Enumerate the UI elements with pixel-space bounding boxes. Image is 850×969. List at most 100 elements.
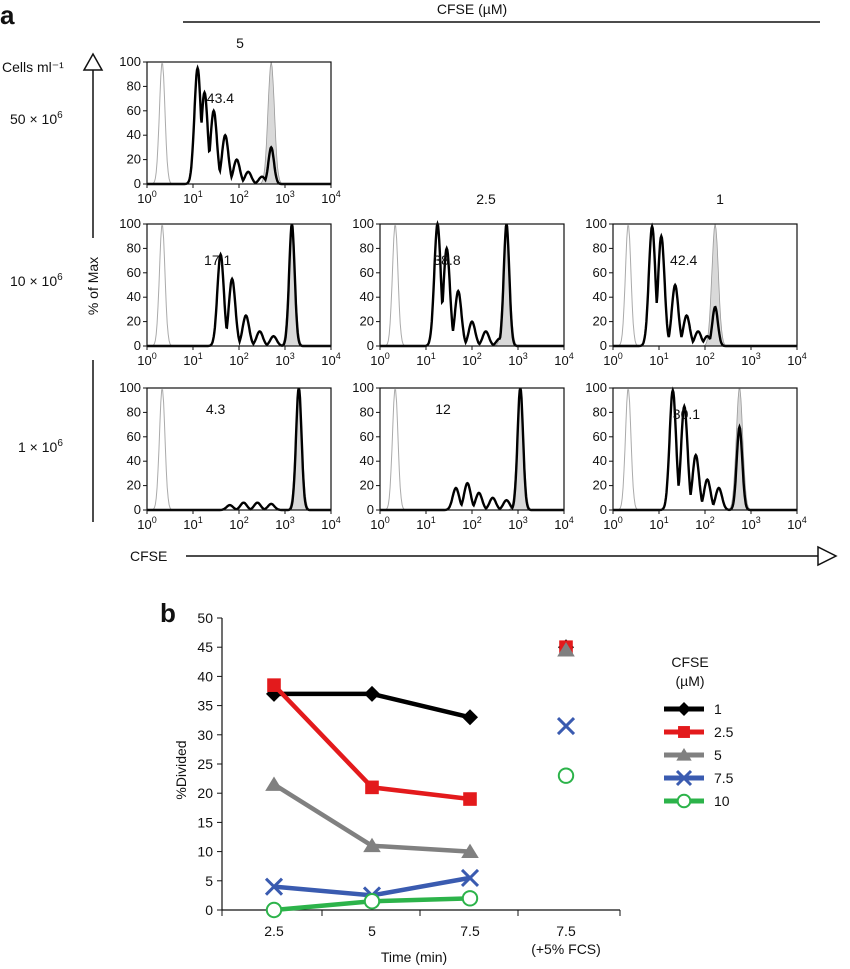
- series-5: [265, 642, 575, 858]
- x-tick-label: 103: [275, 189, 294, 206]
- y-tick-label: 20: [593, 478, 607, 493]
- cfse-arrow-head: [817, 545, 838, 567]
- percent-divided-label: 12: [435, 401, 451, 417]
- x-tick-label: 102: [229, 351, 248, 368]
- point-marker: [365, 780, 379, 795]
- unstained-histogram: [147, 225, 331, 347]
- point-marker: [265, 776, 283, 791]
- chart-x-axis-label: Time (min): [381, 949, 447, 965]
- y-tick-label: 60: [593, 429, 607, 444]
- y-tick-label: 60: [127, 429, 141, 444]
- y-tick-label: 0: [600, 502, 607, 517]
- point-marker: [556, 716, 576, 736]
- density-label-10e6: 10 × 106: [10, 272, 63, 289]
- histogram-panel: 0 20 40 60 80 100 100 101 102 103 104 42.4: [585, 216, 806, 368]
- y-tick-label: 100: [585, 216, 607, 231]
- x-tick-label: 101: [183, 189, 202, 206]
- y-tick-label: 80: [127, 78, 141, 93]
- point-marker: [363, 837, 381, 853]
- x-tick-label: 101: [649, 515, 668, 532]
- unstained-histogram: [380, 389, 564, 511]
- chart-x-tick-label: 5: [368, 923, 376, 939]
- chart-x-tick-label: 2.5: [264, 923, 284, 939]
- y-tick-label: 20: [127, 152, 141, 167]
- y-tick-label: 100: [119, 54, 141, 69]
- y-tick-label: 100: [119, 380, 141, 395]
- x-tick-label: 102: [229, 515, 248, 532]
- y-tick-label: 80: [593, 240, 607, 255]
- percent-divided-label: 17.1: [204, 252, 231, 268]
- histogram-panel: 0 20 40 60 80 100 100 101 102 103 104 17.1: [119, 216, 340, 368]
- y-tick-label: 40: [593, 289, 607, 304]
- point-marker: [363, 893, 381, 910]
- histogram-panel: 0 20 40 60 80 100 100 101 102 103 104 38.8: [352, 216, 573, 368]
- legend-title-line-1: CFSE: [671, 654, 708, 670]
- y-tick-label: 80: [127, 240, 141, 255]
- chart-x-tick-label: 7.5: [460, 923, 480, 939]
- chart-x-tick-label: 7.5: [556, 923, 576, 939]
- chart-y-tick-label: 20: [197, 785, 213, 801]
- series-2.5: [267, 640, 573, 806]
- chart-y-axis-label: %Divided: [173, 740, 189, 799]
- y-tick-label: 20: [127, 314, 141, 329]
- chart-y-tick-label: 10: [197, 844, 213, 860]
- y-tick-label: 80: [127, 404, 141, 419]
- point-marker: [557, 767, 575, 784]
- point-marker: [364, 685, 380, 702]
- control-histogram: [147, 224, 331, 347]
- y-tick-label: 60: [127, 265, 141, 280]
- x-tick-label: 100: [370, 515, 389, 532]
- x-tick-label: 104: [554, 351, 573, 368]
- y-tick-label: 60: [127, 103, 141, 118]
- histogram-frame: [612, 223, 798, 347]
- x-tick-label: 100: [603, 351, 622, 368]
- x-tick-label: 102: [695, 515, 714, 532]
- percent-divided-label: 30.1: [673, 406, 700, 422]
- point-marker: [460, 868, 480, 887]
- histogram-frame: [146, 223, 332, 347]
- chart-x-tick-label: (+5% FCS): [531, 941, 601, 957]
- concentration-label-5: 5: [236, 35, 244, 51]
- x-tick-label: 100: [137, 189, 156, 206]
- x-tick-label: 104: [321, 351, 340, 368]
- y-tick-label: 80: [360, 240, 374, 255]
- y-tick-label: 40: [360, 453, 374, 468]
- unstained-histogram: [380, 225, 564, 347]
- point-marker: [463, 792, 477, 806]
- chart-y-tick-label: 45: [197, 639, 213, 655]
- control-histogram: [613, 223, 797, 347]
- series-line: [273, 875, 471, 898]
- legend-entry-label: 2.5: [714, 724, 734, 740]
- x-tick-label: 103: [508, 351, 527, 368]
- chart-y-tick-label: 0: [205, 902, 213, 918]
- sample-histogram: [147, 64, 331, 186]
- control-histogram: [380, 388, 564, 511]
- chart-y-tick-label: 5: [205, 873, 213, 889]
- y-tick-label: 0: [367, 338, 374, 353]
- series-1: [266, 639, 574, 726]
- series-10: [265, 767, 575, 919]
- x-tick-label: 104: [321, 189, 340, 206]
- x-tick-label: 100: [603, 515, 622, 532]
- y-tick-label: 0: [134, 338, 141, 353]
- point-marker: [461, 890, 479, 907]
- x-tick-label: 104: [787, 351, 806, 368]
- y-tick-label: 100: [119, 216, 141, 231]
- chart-y-tick-label: 50: [197, 610, 213, 626]
- y-tick-label: 0: [134, 502, 141, 517]
- chart-legend: CFSE (µM) 1 2.5 5 7.5 10: [664, 654, 734, 809]
- point-marker: [676, 748, 692, 761]
- x-tick-label: 102: [695, 351, 714, 368]
- legend-entry-label: 7.5: [714, 770, 734, 786]
- x-tick-label: 101: [183, 351, 202, 368]
- histogram-frame: [379, 223, 565, 347]
- point-marker: [678, 726, 690, 738]
- chart-y-tick-label: 25: [197, 756, 213, 772]
- y-tick-label: 20: [127, 478, 141, 493]
- percent-divided-label: 42.4: [670, 252, 697, 268]
- x-tick-label: 100: [137, 515, 156, 532]
- point-marker: [557, 642, 575, 657]
- unstained-histogram: [613, 225, 797, 347]
